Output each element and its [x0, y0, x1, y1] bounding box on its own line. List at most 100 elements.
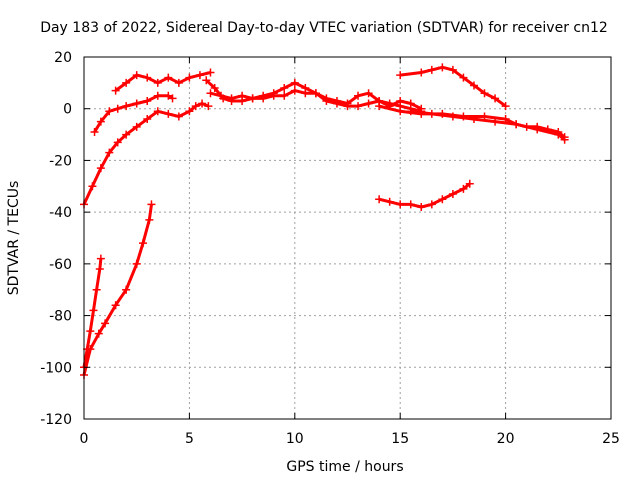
data-point [385, 197, 394, 206]
data-point [301, 84, 310, 93]
data-point [269, 89, 278, 98]
data-point [132, 99, 141, 108]
data-point [469, 81, 478, 90]
series-track-e [206, 78, 426, 116]
data-point [89, 306, 98, 315]
series-line [378, 182, 471, 209]
data-point [259, 91, 268, 100]
data-point [438, 195, 447, 204]
data-point [465, 179, 474, 188]
data-point [343, 102, 352, 111]
x-tick-label: 20 [497, 431, 515, 447]
data-point [122, 102, 131, 111]
data-point [459, 184, 468, 193]
data-point [164, 109, 173, 118]
data-point [88, 182, 97, 191]
x-tick-label: 5 [185, 431, 194, 447]
data-point [122, 285, 131, 294]
data-point [396, 200, 405, 209]
data-point [101, 319, 110, 328]
data-point [448, 65, 457, 74]
data-point [417, 202, 426, 211]
series-line [82, 204, 153, 376]
data-point [113, 104, 122, 113]
data-point [143, 96, 152, 105]
data-point [164, 73, 173, 82]
series-line [93, 94, 174, 133]
data-point [227, 94, 236, 103]
data-point [153, 78, 162, 87]
x-axis-label: GPS time / hours [286, 459, 403, 475]
data-point [448, 112, 457, 121]
data-point [406, 200, 415, 209]
data-point [105, 107, 114, 116]
series-track-b [90, 91, 177, 136]
data-point [164, 91, 173, 100]
data-point [364, 99, 373, 108]
data-point [153, 107, 162, 116]
data-point [122, 130, 131, 139]
data-point [94, 329, 103, 338]
data-point [417, 68, 426, 77]
data-point [153, 91, 162, 100]
series-track-i [375, 179, 474, 211]
data-point [459, 73, 468, 82]
data-point [204, 102, 213, 111]
data-point [122, 78, 131, 87]
data-point [132, 259, 141, 268]
y-tick-label: 0 [63, 102, 72, 118]
data-point [248, 94, 257, 103]
data-point [427, 109, 436, 118]
series-track-c [111, 68, 215, 95]
data-point [195, 71, 204, 80]
data-point [396, 71, 405, 80]
series-line [400, 65, 507, 108]
data-point [191, 102, 200, 111]
data-point [480, 89, 489, 98]
y-tick-label: -100 [40, 360, 72, 376]
series-track-a [80, 99, 213, 209]
data-point [491, 94, 500, 103]
data-point [217, 91, 226, 100]
data-point [96, 164, 105, 173]
chart-title: Day 183 of 2022, Sidereal Day-to-day VTE… [40, 20, 608, 36]
series-line [114, 71, 211, 92]
data-point [111, 301, 120, 310]
data-point [290, 78, 299, 87]
data-point [90, 127, 99, 136]
series-track-g [406, 107, 569, 144]
data-point [375, 102, 384, 111]
data-point [469, 115, 478, 124]
x-tick-label: 15 [391, 431, 409, 447]
data-point [185, 107, 194, 116]
data-point [448, 190, 457, 199]
data-point [145, 215, 154, 224]
data-point [86, 327, 95, 336]
data-point [206, 68, 215, 77]
y-tick-label: -20 [49, 153, 72, 169]
data-point [501, 102, 510, 111]
data-point [354, 91, 363, 100]
data-point [95, 265, 104, 274]
data-point [96, 254, 105, 263]
y-tick-label: -40 [49, 205, 72, 221]
y-axis-label: SDTVAR / TECUs [6, 181, 22, 296]
series-track-h [396, 63, 510, 111]
plot-frame [83, 56, 612, 420]
data-point [406, 107, 415, 116]
data-point [174, 78, 183, 87]
data-point [210, 84, 219, 93]
data-point [132, 71, 141, 80]
data-point [438, 63, 447, 72]
data-point [92, 285, 101, 294]
data-point [560, 135, 569, 144]
data-point [143, 115, 152, 124]
data-point [427, 65, 436, 74]
data-point [198, 99, 207, 108]
data-point [491, 117, 500, 126]
data-point [206, 89, 215, 98]
data-point [111, 86, 120, 95]
data-point [554, 130, 563, 139]
